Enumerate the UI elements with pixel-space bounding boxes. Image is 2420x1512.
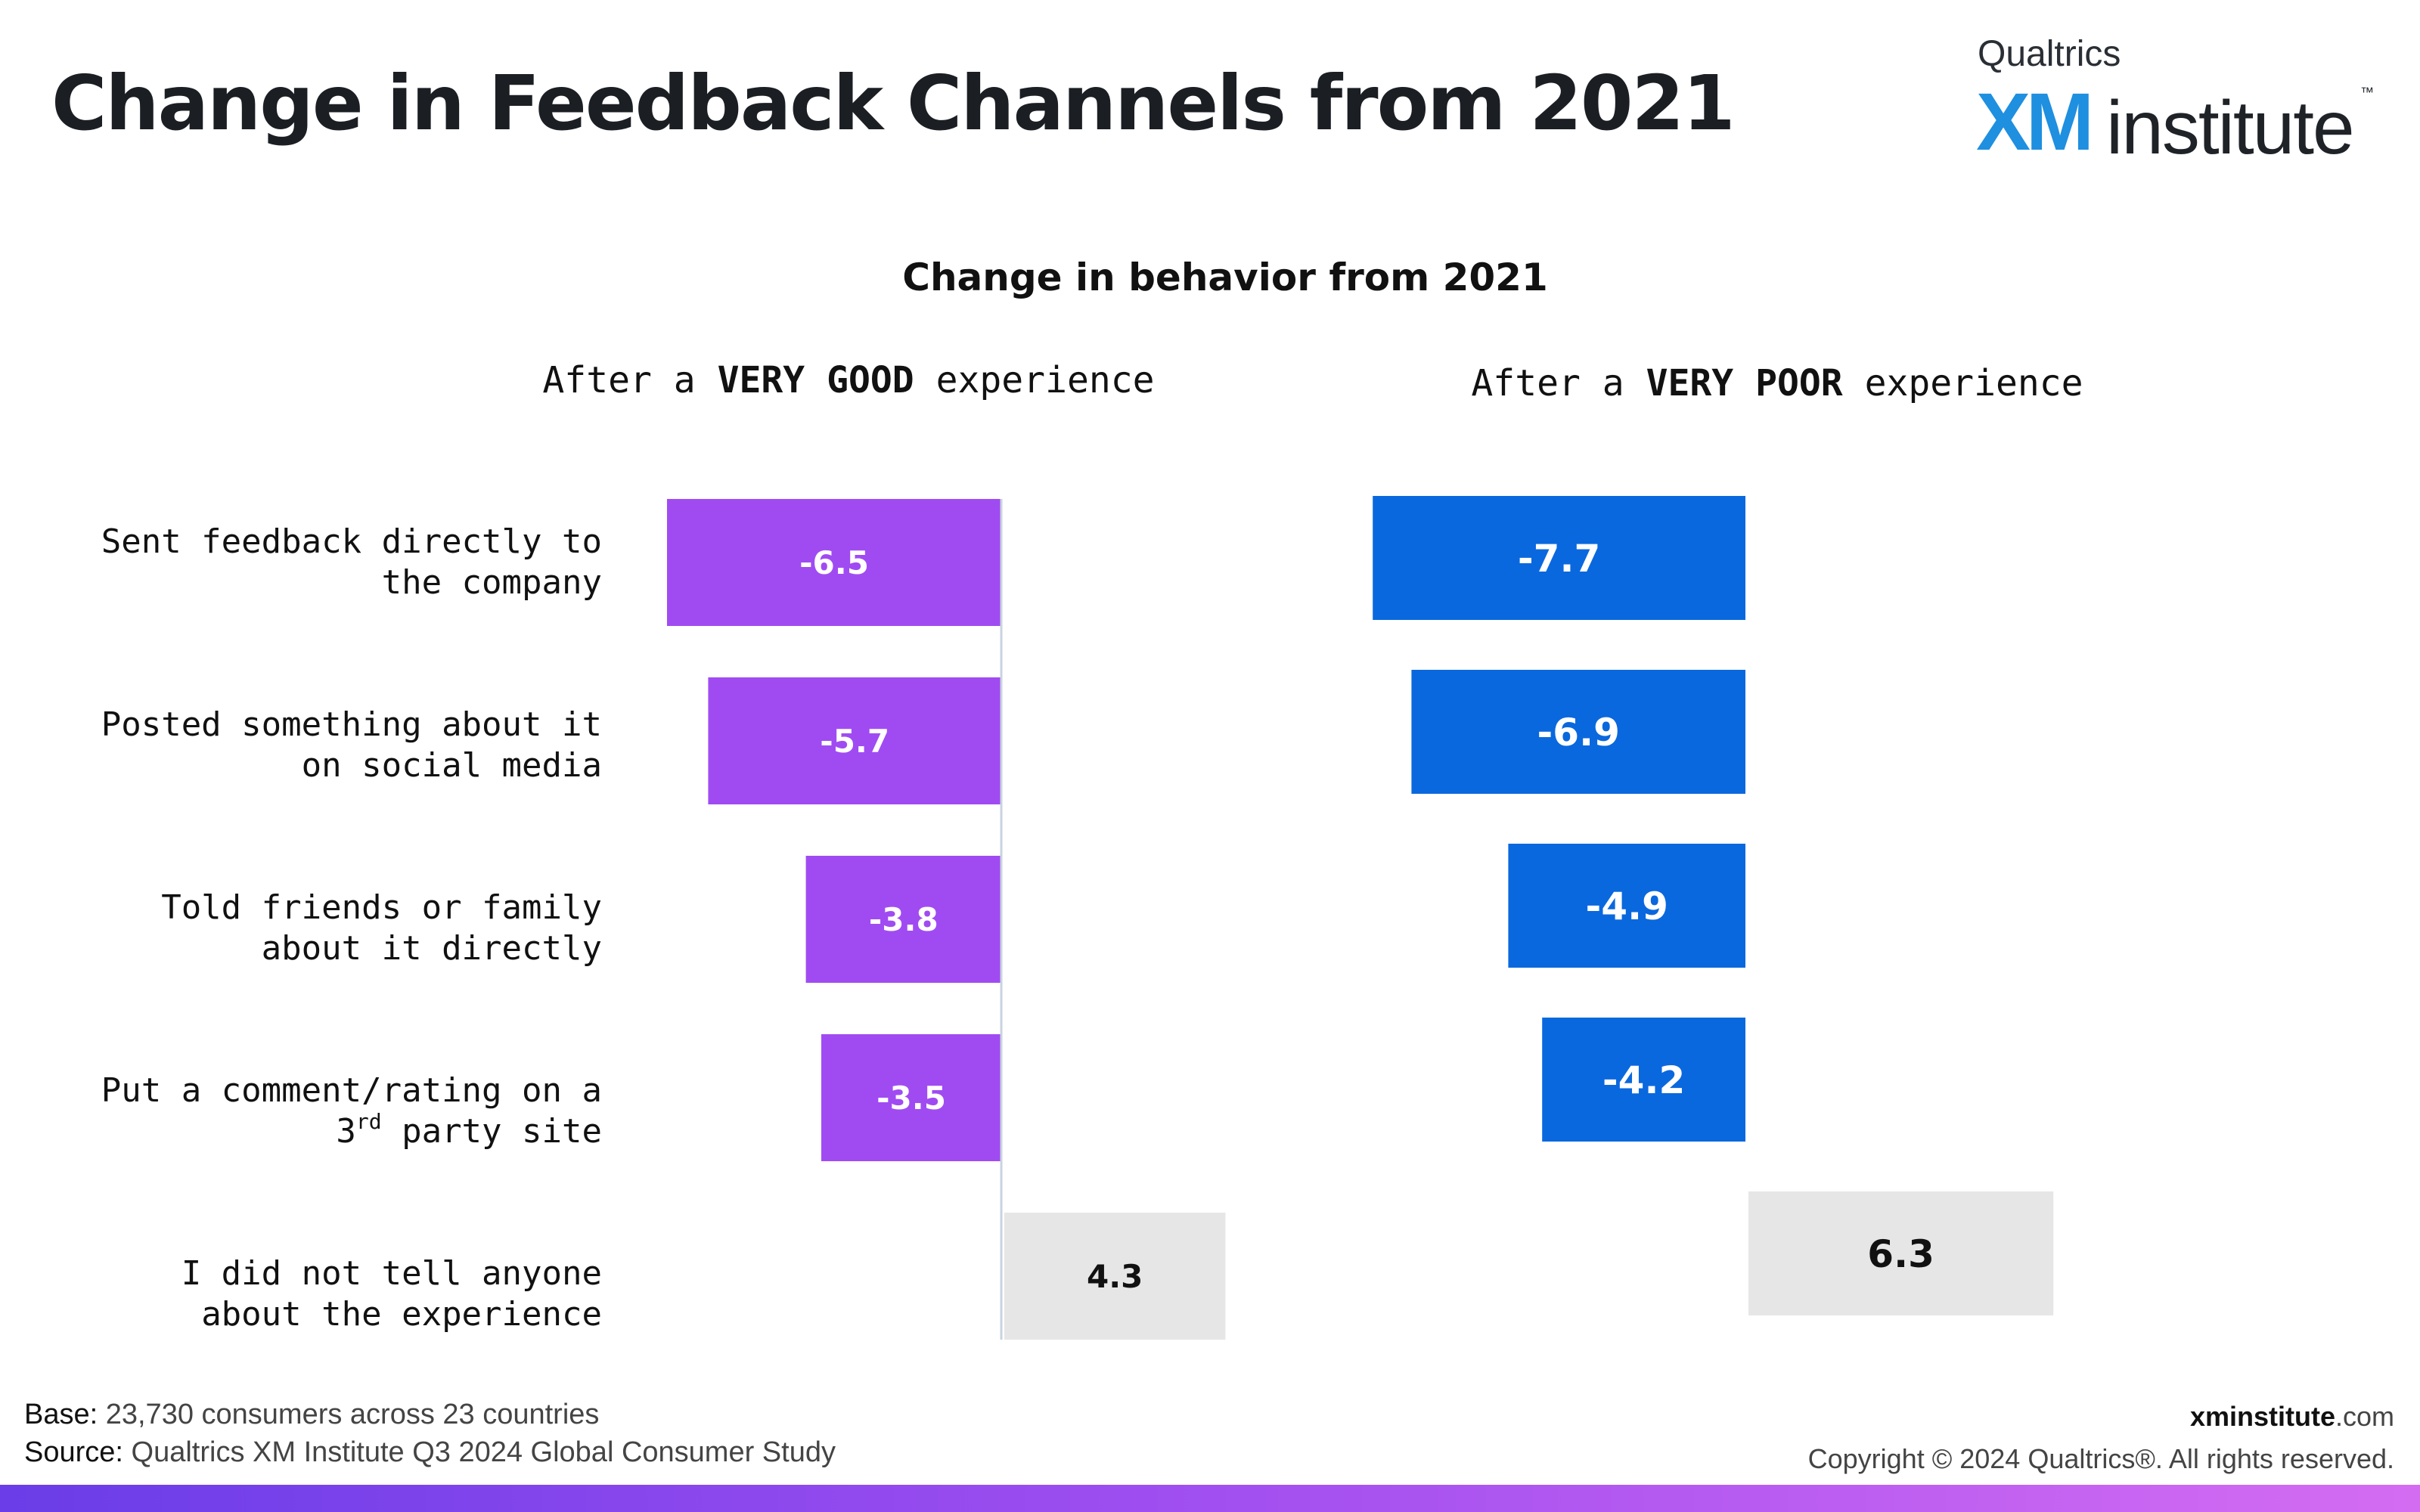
xm-institute-logo: Qualtrics XM institute ™ — [1976, 27, 2386, 170]
bar-very-good-0 — [667, 499, 1001, 626]
ordinal-number: 3 — [336, 1112, 356, 1151]
source-note: Source: Qualtrics XM Institute Q3 2024 G… — [24, 1436, 836, 1468]
panel-heading-pre: After a — [542, 359, 718, 401]
page-title: Change in Feedback Channels from 2021 — [51, 59, 1736, 147]
bar-very-poor-0 — [1373, 496, 1745, 620]
bar-very-poor-1 — [1411, 670, 1745, 794]
data-label-very-poor-2: -4.9 — [1586, 885, 1668, 928]
logo-word: institute — [2106, 85, 2355, 170]
ordinal-suffix: rd — [355, 1109, 382, 1134]
bar-very-good-3 — [821, 1034, 1001, 1161]
data-label-very-good-2: -3.8 — [869, 901, 939, 938]
data-label-very-good-1: -5.7 — [820, 723, 889, 760]
footer-notes: Base: 23,730 consumers across 23 countri… — [24, 1396, 836, 1471]
data-label-very-good-4: 4.3 — [1087, 1258, 1143, 1295]
category-label-did-not-tell: I did not tell anyone about the experien… — [181, 1254, 602, 1334]
party-site-text: party site — [381, 1112, 602, 1151]
panel-1-bars: -7.7 -6.9 -4.9 -4.2 6.3 — [1373, 496, 2054, 1315]
data-label-very-poor-4: 6.3 — [1867, 1232, 1934, 1276]
panel-heading-post: experience — [914, 359, 1155, 401]
bar-very-poor-2 — [1508, 844, 1745, 968]
base-note: Base: 23,730 consumers across 23 countri… — [24, 1399, 600, 1430]
category-label-third-party: Put a comment/rating on a 3rd party site — [45, 1070, 602, 1152]
data-label-very-poor-0: -7.7 — [1518, 537, 1600, 581]
bar-very-poor-3 — [1542, 1018, 1745, 1142]
panel-0-bars: -6.5 -5.7 -3.8 -3.5 4.3 — [667, 499, 1226, 1340]
data-label-very-poor-1: -6.9 — [1537, 711, 1620, 754]
copyright-notice: Copyright © 2024 Qualtrics®. All rights … — [1807, 1443, 2394, 1474]
panel-heading-post: experience — [1842, 362, 2083, 404]
data-label-very-good-0: -6.5 — [799, 544, 869, 581]
panel-heading-very-good: After a VERY GOOD experience — [508, 359, 1189, 401]
bar-very-good-4 — [1004, 1213, 1226, 1340]
panel-heading-pre: After a — [1471, 362, 1646, 404]
bottom-gradient-band — [0, 1485, 2420, 1512]
panel-heading-bold: VERY POOR — [1646, 362, 1843, 404]
logo-mark: XM — [1976, 76, 2094, 167]
data-label-very-good-3: -3.5 — [876, 1080, 946, 1117]
footer-credits: xminstitute.com Copyright © 2024 Qualtri… — [1808, 1396, 2394, 1480]
bar-very-good-1 — [708, 677, 1001, 804]
third-party-line: 3rd party site — [45, 1111, 602, 1152]
panel-heading-bold: VERY GOOD — [717, 359, 914, 401]
category-label-told-friends: Told friends or family about it directly — [161, 888, 602, 968]
panel-heading-very-poor: After a VERY POOR experience — [1437, 362, 2118, 404]
logo-trademark: ™ — [2360, 85, 2374, 100]
bar-very-good-2 — [805, 856, 1001, 983]
logo-brand: Qualtrics — [1978, 34, 2121, 74]
data-label-very-poor-3: -4.2 — [1602, 1058, 1685, 1102]
site-link[interactable]: xminstitute.com — [2189, 1401, 2394, 1432]
chart-title: Change in behavior from 2021 — [902, 256, 1548, 299]
category-label-posted-social: Posted something about it on social medi… — [101, 705, 602, 785]
category-label-sent-feedback: Sent feedback directly to the company — [101, 522, 602, 602]
bar-very-poor-4 — [1748, 1191, 2054, 1315]
